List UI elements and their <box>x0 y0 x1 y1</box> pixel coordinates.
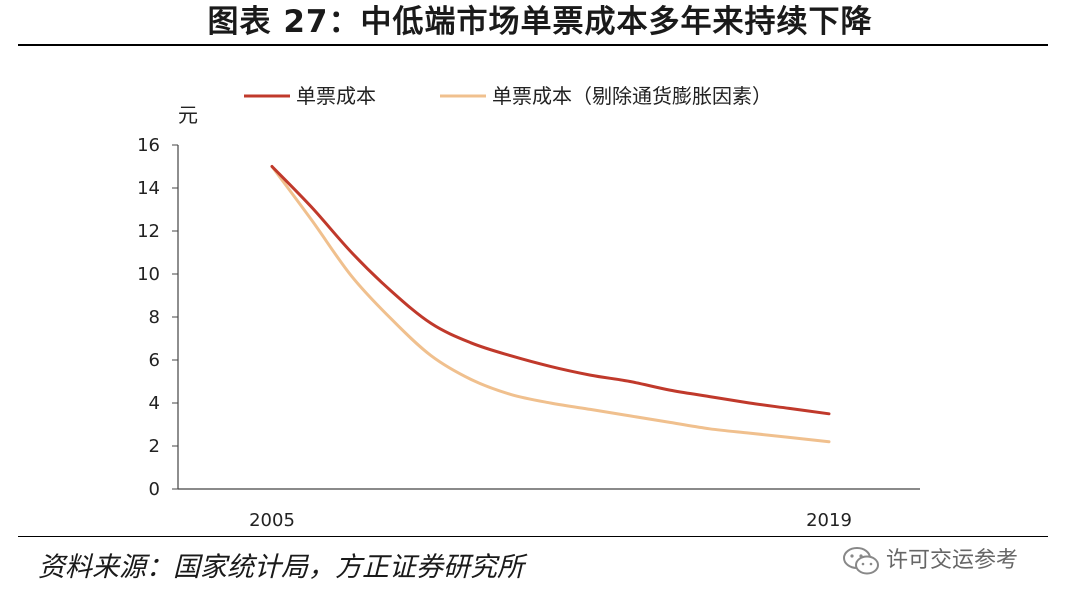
line-chart: 0 2 4 6 8 10 12 14 16 元 2005 2019 单票成本 单票成本（剔除通货膨胀因素） <box>137 84 920 530</box>
y-tick-label: 0 <box>149 479 160 500</box>
y-tick-label: 16 <box>137 135 160 156</box>
y-tick-label: 4 <box>149 393 160 414</box>
watermark: 许可交运参考 <box>842 546 1018 576</box>
source-note: 资料来源：国家统计局，方正证券研究所 <box>38 552 524 583</box>
y-tick-label: 14 <box>137 178 160 199</box>
y-tick-label: 6 <box>149 350 160 371</box>
wechat-icon <box>843 547 879 575</box>
legend-label-1: 单票成本 <box>296 84 376 108</box>
x-tick-label: 2005 <box>249 510 295 530</box>
y-tick-label: 8 <box>149 307 160 328</box>
y-tick-label: 12 <box>137 221 160 242</box>
title-rule <box>18 44 1048 46</box>
legend-label-2: 单票成本（剔除通货膨胀因素） <box>492 84 772 108</box>
x-tick-label: 2019 <box>806 510 852 530</box>
series-line-2 <box>270 165 831 444</box>
watermark-text: 许可交运参考 <box>886 548 1019 573</box>
chart-title: 图表 27：中低端市场单票成本多年来持续下降 <box>207 4 873 40</box>
series-line-1 <box>270 165 831 416</box>
y-tick-label: 2 <box>149 436 160 457</box>
y-tick-label: 10 <box>137 264 160 285</box>
y-unit-label: 元 <box>178 103 198 127</box>
footer-rule <box>18 536 1048 537</box>
